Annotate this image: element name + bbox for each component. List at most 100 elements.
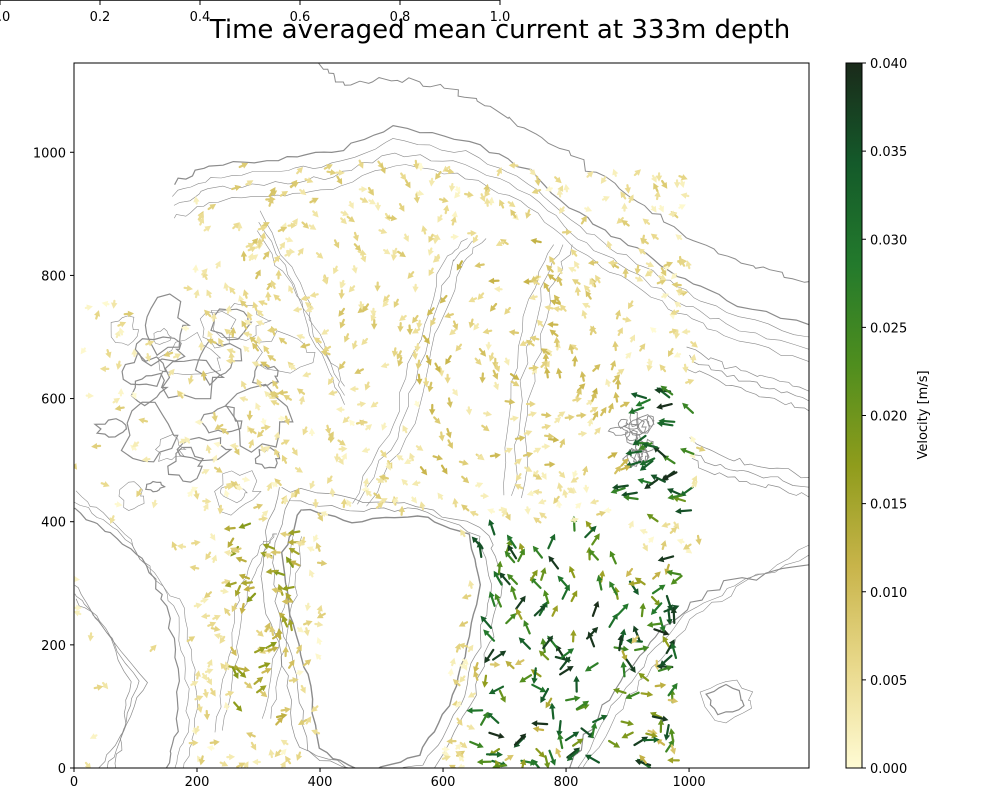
- velocity-arrow: [443, 204, 450, 215]
- velocity-arrow: [84, 304, 93, 311]
- velocity-arrow: [493, 286, 503, 293]
- velocity-arrow: [528, 294, 538, 301]
- velocity-arrow: [435, 171, 442, 180]
- barents-contour: [691, 452, 809, 488]
- velocity-arrow: [422, 377, 430, 388]
- velocity-arrow: [584, 525, 597, 539]
- canada-coast-contour: [74, 585, 132, 768]
- velocity-arrow: [459, 675, 466, 683]
- velocity-arrow: [261, 424, 271, 431]
- velocity-arrow: [362, 477, 370, 487]
- velocity-arrow: [354, 368, 364, 374]
- velocity-arrow: [488, 591, 496, 607]
- velocity-arrow: [452, 679, 461, 687]
- velocity-arrow: [559, 656, 571, 671]
- velocity-arrow: [675, 234, 683, 241]
- velocity-arrow: [80, 347, 87, 355]
- velocity-arrows: [74, 159, 706, 768]
- velocity-arrow: [235, 556, 247, 563]
- velocity-arrow: [633, 169, 641, 177]
- velocity-arrow: [541, 411, 552, 419]
- velocity-arrow: [214, 260, 221, 269]
- velocity-arrow: [474, 357, 482, 366]
- velocity-arrow: [479, 372, 486, 384]
- velocity-arrow: [549, 702, 556, 720]
- velocity-arrow: [567, 487, 575, 494]
- velocity-arrow: [207, 203, 217, 211]
- velocity-arrow: [338, 361, 346, 370]
- velocity-arrow: [309, 291, 319, 298]
- velocity-arrow: [272, 380, 279, 389]
- velocity-arrow: [476, 758, 492, 766]
- velocity-arrow: [176, 543, 187, 550]
- velocity-arrow: [398, 505, 405, 516]
- velocity-arrow: [625, 449, 643, 456]
- velocity-arrow: [669, 744, 676, 755]
- velocity-arrow: [433, 416, 441, 425]
- velocity-arrow: [370, 307, 377, 317]
- velocity-arrow: [410, 496, 418, 504]
- velocity-arrow: [584, 754, 601, 764]
- velocity-arrow: [339, 279, 346, 289]
- velocity-arrow: [357, 401, 367, 408]
- velocity-arrow: [509, 373, 520, 380]
- velocity-arrow: [681, 328, 691, 335]
- velocity-arrow: [301, 221, 310, 229]
- velocity-arrow: [109, 515, 116, 524]
- velocity-arrow: [434, 362, 441, 373]
- velocity-arrow: [454, 191, 461, 199]
- velocity-arrow: [607, 402, 614, 414]
- velocity-arrow: [254, 646, 266, 654]
- velocity-arrow: [427, 247, 434, 256]
- velocity-arrow: [425, 355, 432, 366]
- velocity-arrow: [252, 758, 261, 766]
- velocity-arrow: [623, 494, 639, 501]
- velocity-arrow: [540, 348, 551, 355]
- velocity-arrow: [255, 269, 261, 280]
- velocity-arrow: [266, 482, 273, 491]
- velocity-arrow: [315, 252, 324, 259]
- velocity-arrow: [607, 739, 621, 748]
- velocity-arrow: [642, 736, 660, 743]
- velocity-arrow: [625, 352, 632, 359]
- velocity-arrow: [529, 168, 536, 176]
- velocity-arrow: [328, 433, 335, 444]
- velocity-arrow: [296, 644, 302, 654]
- velocity-arrow: [243, 345, 250, 353]
- velocity-arrow: [282, 646, 289, 658]
- velocity-arrow: [123, 310, 134, 318]
- velocity-arrow: [245, 242, 255, 249]
- velocity-arrow: [367, 186, 374, 196]
- velocity-arrow: [571, 355, 579, 367]
- velocity-arrow: [401, 478, 408, 486]
- velocity-arrow: [585, 290, 592, 300]
- ridge-contour: [352, 238, 468, 504]
- velocity-arrow: [523, 430, 533, 437]
- velocity-arrow: [437, 492, 444, 500]
- velocity-arrow: [186, 490, 193, 497]
- velocity-arrow: [646, 513, 659, 523]
- velocity-arrow: [503, 357, 510, 366]
- velocity-arrow: [233, 701, 243, 712]
- velocity-arrow: [553, 336, 561, 348]
- velocity-arrow: [313, 534, 319, 543]
- velocity-arrow: [289, 560, 301, 567]
- velocity-arrow: [267, 326, 278, 334]
- velocity-arrow: [281, 585, 295, 592]
- velocity-arrow: [445, 355, 452, 365]
- velocity-arrow: [193, 289, 200, 299]
- velocity-arrow: [644, 478, 659, 489]
- velocity-arrow: [547, 321, 559, 328]
- velocity-arrow: [231, 602, 238, 613]
- velocity-arrow: [557, 411, 566, 418]
- velocity-arrow: [517, 548, 525, 563]
- velocity-arrow: [212, 614, 221, 621]
- velocity-arrow: [236, 762, 246, 768]
- velocity-arrow: [204, 668, 214, 675]
- velocity-arrow: [248, 439, 254, 449]
- velocity-arrow: [695, 534, 702, 546]
- colorbar-tick-label: 0.025: [870, 321, 907, 336]
- velocity-arrow: [328, 389, 338, 396]
- velocity-arrow: [279, 531, 290, 538]
- velocity-arrow: [309, 480, 316, 490]
